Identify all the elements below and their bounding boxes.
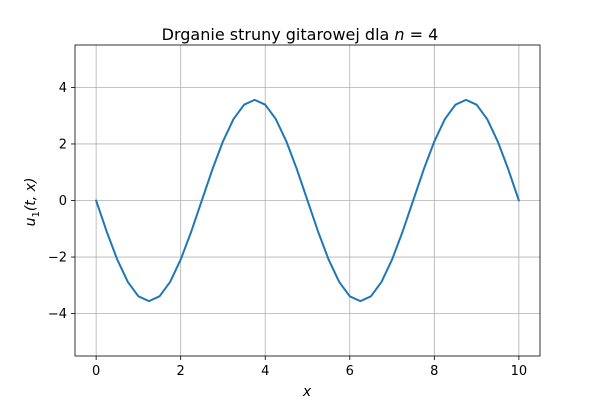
- x-axis-label: x: [302, 384, 312, 400]
- y-tick-label: −4: [48, 307, 67, 322]
- chart-title: Drganie struny gitarowej dla n = 4: [162, 25, 439, 44]
- x-tick-label: 10: [511, 364, 528, 379]
- y-axis-label: u1(t, x): [23, 178, 42, 227]
- x-tick-label: 2: [177, 364, 185, 379]
- x-tick-label: 8: [430, 364, 438, 379]
- y-tick-label: −2: [48, 251, 67, 266]
- series-line: [95, 98, 520, 303]
- y-tick-label: 0: [59, 194, 67, 209]
- y-tick-label: 4: [59, 81, 67, 96]
- x-tick-label: 6: [346, 364, 354, 379]
- y-tick-label: 2: [59, 137, 67, 152]
- series-layer: [95, 98, 520, 303]
- x-tick-label: 0: [92, 364, 100, 379]
- x-tick-label: 4: [261, 364, 269, 379]
- ticks: 0 2 4 6 8 10 −4 −2 0 2 4: [48, 81, 527, 379]
